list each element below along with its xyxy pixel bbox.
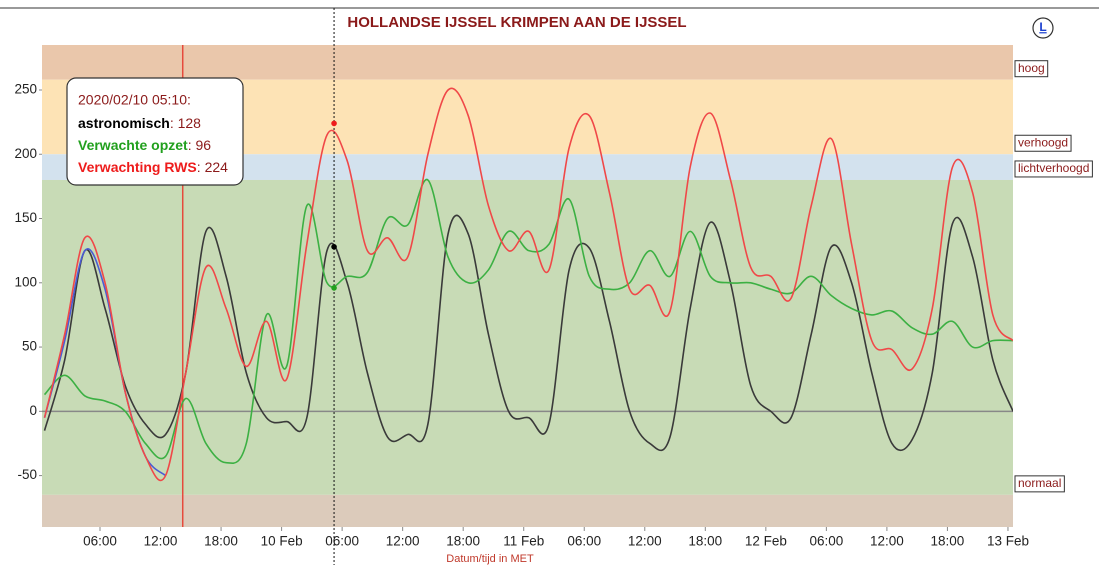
series-line (43, 87, 1013, 482)
tooltip-series-name: astronomisch (78, 115, 170, 131)
cursor-dot (331, 120, 337, 127)
tooltip-row: Verwachting RWS: 224 (78, 159, 228, 175)
tooltip-series-name: Verwachting RWS (78, 159, 197, 175)
tooltip-value: 224 (205, 159, 229, 175)
y-tick-label: 250 (14, 82, 37, 97)
series-line (43, 179, 1013, 464)
bands (39, 45, 1013, 531)
x-tick-label: 18:00 (688, 534, 722, 549)
band-label: verhoogd (1018, 135, 1068, 149)
cursor-dot (331, 243, 337, 250)
x-tick-label: 12 Feb (745, 534, 787, 549)
x-tick-label: 13 Feb (987, 534, 1029, 549)
tooltip-box (66, 77, 244, 186)
band-label-box (1014, 60, 1049, 78)
cursor-dot (331, 285, 337, 291)
x-tick-label: 18:00 (931, 534, 965, 549)
y-tick-label: -50 (17, 467, 37, 482)
band (42, 494, 1013, 527)
x-tick-label: 06:00 (83, 534, 117, 549)
band-label: hoog (1018, 61, 1045, 75)
band-label-box (1014, 134, 1072, 152)
x-tick-label: 11 Feb (503, 534, 544, 549)
band-label-box (1014, 475, 1065, 493)
button-circle[interactable] (1032, 17, 1054, 39)
overlay: hoog verhoogd lichtverhoogd normaal -50 0 50 10… (14, 8, 1093, 565)
x-tick-label: 06:00 (325, 534, 359, 549)
tooltip-value: 96 (195, 137, 211, 153)
lines (43, 45, 1013, 527)
x-tick-label: 12:00 (144, 534, 178, 549)
x-tick-label: 06:00 (567, 534, 601, 549)
x-tick-label: 12:00 (870, 534, 904, 549)
y-tick-label: 200 (14, 146, 37, 161)
x-tick-label: 12:00 (628, 534, 662, 549)
x-tick-label: 10 Feb (261, 534, 303, 549)
y-tick-label: 0 (29, 403, 37, 418)
y-tick-label: 100 (14, 274, 37, 289)
button[interactable]: L (1032, 17, 1054, 39)
tooltip-series-name: Verwachte opzet (78, 137, 188, 153)
chart-title: HOLLANDSE IJSSEL KRIMPEN AAN DE IJSSEL (347, 14, 686, 31)
tooltip-value: 128 (178, 115, 202, 131)
band (42, 45, 1013, 80)
y-tick-label: 50 (22, 339, 37, 354)
band-label-box (1014, 160, 1093, 178)
series-line (43, 214, 1013, 452)
x-axis-title: Datum/tijd in MET (446, 553, 534, 565)
x-tick-label: 12:00 (386, 534, 420, 549)
tooltip-time: 2020/02/10 05:10: (78, 92, 191, 108)
band (42, 179, 1013, 495)
x-tick-label: 18:00 (446, 534, 480, 549)
button-label[interactable]: L (1039, 20, 1046, 34)
y-tick-label: 150 (14, 210, 37, 225)
tooltip-row: astronomisch: 128 (78, 115, 201, 131)
band-label: normaal (1018, 476, 1061, 490)
x-tick-label: 18:00 (204, 534, 238, 549)
band-label: lichtverhoogd (1018, 161, 1089, 175)
tooltip-row: Verwachte opzet: 96 (78, 137, 211, 153)
x-tick-label: 06:00 (809, 534, 843, 549)
